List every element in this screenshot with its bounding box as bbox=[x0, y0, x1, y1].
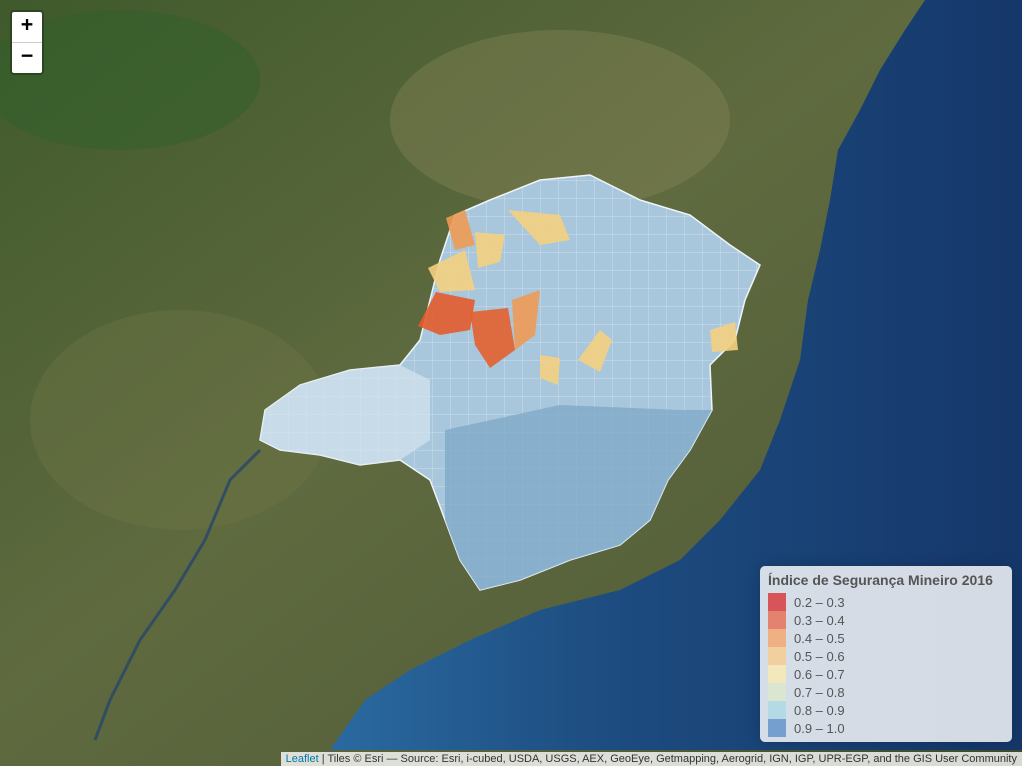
legend-item: 0.2 – 0.3 bbox=[768, 593, 1004, 611]
legend-title: Índice de Segurança Mineiro 2016 bbox=[768, 572, 993, 588]
ocean bbox=[330, 0, 1022, 750]
map-attribution: Leaflet | Tiles © Esri — Source: Esri, i… bbox=[280, 752, 1022, 766]
legend-label: 0.7 – 0.8 bbox=[794, 684, 845, 700]
municipality-yellow bbox=[475, 232, 505, 268]
legend-item: 0.9 – 1.0 bbox=[768, 719, 1004, 737]
legend-label: 0.2 – 0.3 bbox=[794, 594, 845, 610]
municipality-orange bbox=[446, 210, 475, 250]
terrain-patch bbox=[390, 30, 730, 210]
municipality-yellow bbox=[508, 210, 570, 245]
legend-swatch bbox=[768, 611, 786, 629]
municipality-red bbox=[470, 308, 515, 368]
legend-swatch bbox=[768, 629, 786, 647]
river bbox=[93, 448, 262, 741]
legend-label: 0.8 – 0.9 bbox=[794, 702, 845, 718]
legend-swatch bbox=[768, 647, 786, 665]
legend-item: 0.5 – 0.6 bbox=[768, 647, 1004, 665]
region-west bbox=[260, 365, 430, 465]
terrain-patch bbox=[0, 10, 260, 150]
legend-label: 0.9 – 1.0 bbox=[794, 720, 845, 736]
zoom-control: + − bbox=[10, 10, 44, 75]
municipality-red bbox=[418, 292, 475, 335]
municipality-yellow bbox=[710, 322, 738, 352]
municipality-yellow bbox=[540, 355, 560, 385]
legend-label: 0.6 – 0.7 bbox=[794, 666, 845, 682]
terrain-patch bbox=[30, 310, 330, 530]
zoom-out-button[interactable]: − bbox=[12, 42, 42, 73]
map-legend: Índice de Segurança Mineiro 2016 0.2 – 0… bbox=[760, 566, 1012, 742]
legend-swatch bbox=[768, 719, 786, 737]
municipality-yellow bbox=[428, 250, 475, 292]
legend-label: 0.4 – 0.5 bbox=[794, 630, 845, 646]
legend-swatch bbox=[768, 701, 786, 719]
region-south bbox=[445, 405, 712, 590]
legend-swatch bbox=[768, 593, 786, 611]
legend-item: 0.4 – 0.5 bbox=[768, 629, 1004, 647]
legend-item: 0.6 – 0.7 bbox=[768, 665, 1004, 683]
zoom-in-button[interactable]: + bbox=[20, 12, 34, 36]
legend-item: 0.7 – 0.8 bbox=[768, 683, 1004, 701]
legend-label: 0.3 – 0.4 bbox=[794, 612, 845, 628]
legend-item: 0.8 – 0.9 bbox=[768, 701, 1004, 719]
legend-item: 0.3 – 0.4 bbox=[768, 611, 1004, 629]
legend-swatch bbox=[768, 683, 786, 701]
attribution-text: | Tiles © Esri — Source: Esri, i-cubed, … bbox=[318, 753, 1017, 765]
legend-swatch bbox=[768, 665, 786, 683]
municipality-orange bbox=[512, 290, 540, 350]
municipality-yellow bbox=[578, 330, 612, 372]
leaflet-link[interactable]: Leaflet bbox=[285, 753, 319, 765]
legend-label: 0.5 – 0.6 bbox=[794, 648, 845, 664]
